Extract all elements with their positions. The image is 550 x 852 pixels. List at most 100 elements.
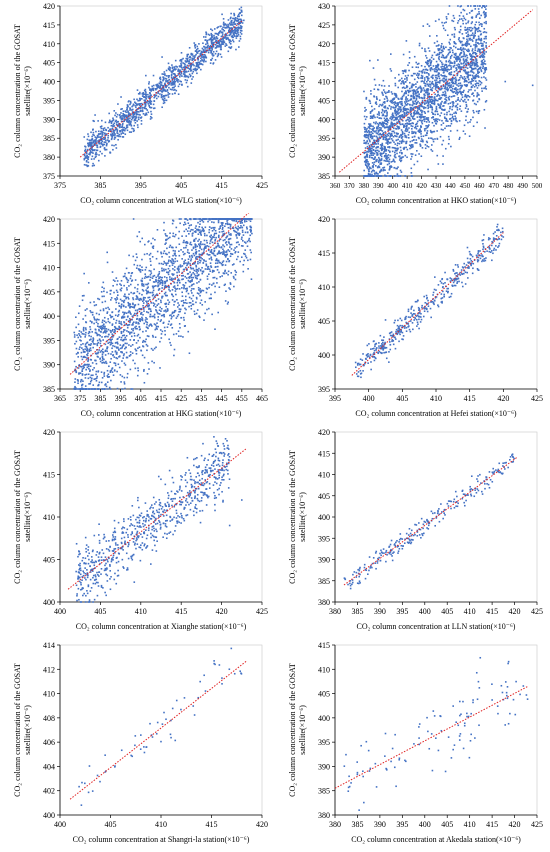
data-point xyxy=(393,103,396,106)
data-point xyxy=(388,132,391,135)
data-point xyxy=(423,110,426,113)
data-point xyxy=(456,56,459,59)
data-point xyxy=(153,315,155,318)
data-point xyxy=(401,139,404,141)
data-point xyxy=(366,175,368,177)
data-point xyxy=(174,74,176,76)
data-point xyxy=(388,126,390,129)
data-point xyxy=(425,54,427,57)
data-point xyxy=(180,52,183,54)
data-point xyxy=(194,231,197,233)
data-point xyxy=(87,156,89,158)
data-point xyxy=(183,71,186,74)
data-point xyxy=(98,154,100,156)
data-point xyxy=(122,300,125,303)
data-point xyxy=(180,58,183,61)
data-point xyxy=(117,103,119,105)
data-point xyxy=(171,72,173,74)
data-point xyxy=(173,66,176,68)
data-point xyxy=(412,89,415,92)
data-point xyxy=(449,55,452,58)
data-point xyxy=(407,91,410,94)
data-point xyxy=(391,125,394,128)
data-point xyxy=(187,261,190,263)
data-point xyxy=(368,174,371,176)
data-point xyxy=(482,31,485,34)
data-point xyxy=(113,122,116,125)
data-point xyxy=(397,175,400,177)
data-point xyxy=(398,155,400,158)
data-point xyxy=(447,88,449,91)
data-point xyxy=(478,29,481,32)
data-point xyxy=(408,131,410,134)
data-point xyxy=(186,53,189,56)
data-point xyxy=(475,39,478,42)
x-tick-label: 375 xyxy=(74,394,86,403)
data-point xyxy=(160,262,163,265)
data-point xyxy=(222,234,225,237)
data-point xyxy=(139,110,142,113)
data-point xyxy=(133,98,135,101)
data-point xyxy=(482,11,485,14)
data-point xyxy=(150,110,152,113)
data-point xyxy=(112,119,114,122)
data-point xyxy=(404,154,407,157)
data-point xyxy=(114,114,116,117)
data-point xyxy=(423,77,426,79)
data-point xyxy=(390,108,392,110)
data-point xyxy=(472,116,474,119)
data-point xyxy=(433,124,435,127)
data-point xyxy=(467,48,470,51)
data-point xyxy=(168,92,171,95)
data-point xyxy=(199,218,202,220)
data-point xyxy=(436,137,439,140)
data-point xyxy=(428,83,430,86)
data-point xyxy=(399,169,402,172)
data-point xyxy=(446,86,448,89)
data-point xyxy=(472,77,475,80)
data-point xyxy=(128,254,130,257)
data-point xyxy=(383,117,386,120)
data-point xyxy=(472,51,475,54)
data-point xyxy=(479,55,482,57)
data-point xyxy=(230,20,232,23)
data-point xyxy=(179,59,182,62)
data-point xyxy=(466,59,468,62)
data-point xyxy=(123,329,125,331)
data-point xyxy=(411,66,414,69)
data-point xyxy=(230,40,232,43)
data-point xyxy=(466,84,469,86)
data-point xyxy=(376,113,379,116)
data-point xyxy=(377,129,380,132)
data-point xyxy=(465,85,468,88)
data-point xyxy=(418,130,420,133)
data-point xyxy=(369,127,371,130)
data-point xyxy=(90,374,93,377)
data-point xyxy=(370,154,373,156)
data-point xyxy=(233,219,236,222)
data-point xyxy=(197,286,200,289)
data-point xyxy=(390,121,393,124)
data-point xyxy=(217,54,219,56)
data-point xyxy=(165,80,167,83)
data-point xyxy=(434,113,436,116)
data-point xyxy=(406,127,408,130)
data-point xyxy=(199,223,201,225)
data-point xyxy=(144,93,146,96)
data-point xyxy=(368,130,370,133)
data-point xyxy=(177,69,180,71)
data-point xyxy=(175,333,178,335)
data-point xyxy=(222,40,225,42)
data-point xyxy=(468,63,471,66)
data-point xyxy=(84,145,86,148)
data-point xyxy=(474,43,477,46)
data-point xyxy=(189,66,192,69)
data-point xyxy=(185,277,188,279)
data-point xyxy=(398,108,401,110)
data-point xyxy=(449,125,452,127)
data-point xyxy=(474,47,477,49)
data-point xyxy=(380,163,382,165)
data-point xyxy=(88,367,90,370)
data-point xyxy=(460,5,463,7)
data-point xyxy=(104,137,106,139)
